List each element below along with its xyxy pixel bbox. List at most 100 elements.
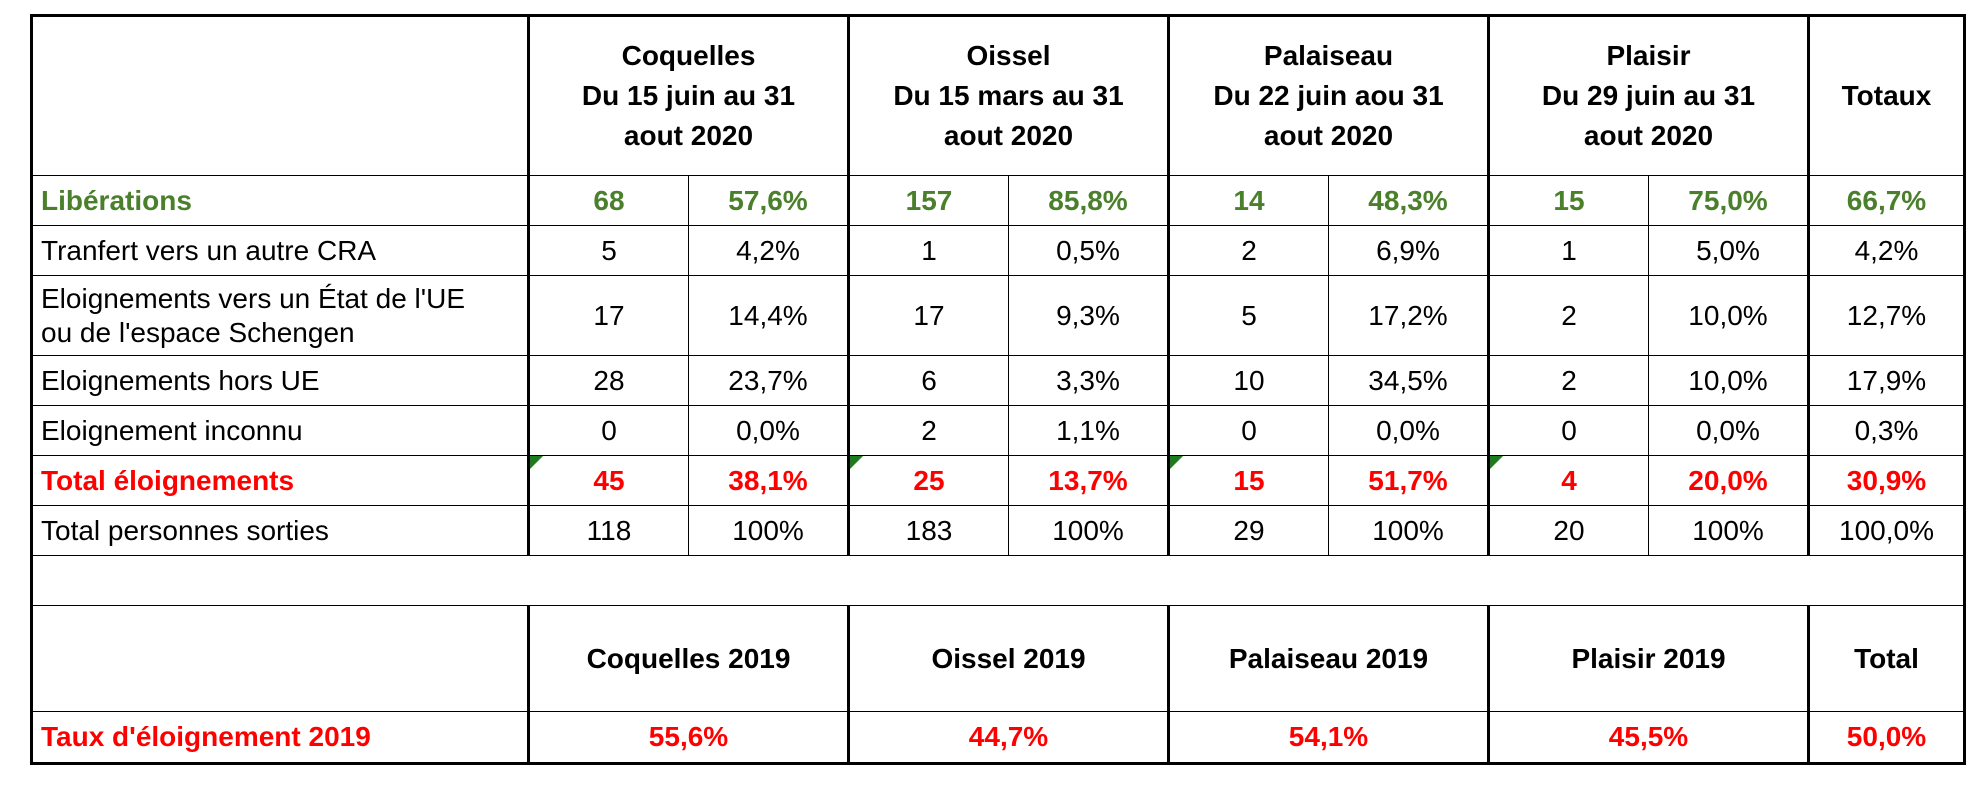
cell-percent: 100%: [688, 505, 849, 556]
row-label: Total personnes sorties: [31, 505, 529, 556]
cell-percent: 85,8%: [1008, 175, 1169, 226]
site-period: Du 15 mars au 31: [893, 80, 1124, 112]
cell-value: 28: [527, 355, 689, 406]
cell-value: 2: [1487, 275, 1649, 356]
cell-percent: 100%: [1008, 505, 1169, 556]
table-row-liberations: Libérations 68 57,6% 157 85,8% 14 48,3% …: [31, 175, 1965, 226]
cell-percent: 0,5%: [1008, 225, 1169, 276]
header-palaiseau: Palaiseau Du 22 juin aou 31 aout 2020: [1167, 15, 1489, 176]
cell-percent: 13,7%: [1008, 455, 1169, 506]
row-label-line: Eloignements vers un État de l'UE: [41, 282, 466, 314]
header-empty-cell: [31, 15, 529, 176]
cell-value: 2: [1487, 355, 1649, 406]
cell-value: 1: [847, 225, 1009, 276]
spacer-cell: [31, 555, 1965, 606]
site-period: aout 2020: [1583, 119, 1714, 151]
cell-value: 17: [847, 275, 1009, 356]
cell-value: 0: [1487, 405, 1649, 456]
table-row-eloignements-hors-ue: Eloignements hors UE 28 23,7% 6 3,3% 10 …: [31, 355, 1965, 406]
row-label: Eloignement inconnu: [31, 405, 529, 456]
cell-rate: 45,5%: [1487, 711, 1809, 764]
site-period: Du 29 juin au 31: [1541, 80, 1756, 112]
cell-value: 17: [527, 275, 689, 356]
cell-total: 17,9%: [1807, 355, 1965, 406]
row-label: Libérations: [31, 175, 529, 226]
stats-table: Coquelles Du 15 juin au 31 aout 2020 Ois…: [30, 14, 1966, 765]
header-coquelles: Coquelles Du 15 juin au 31 aout 2020: [527, 15, 849, 176]
cell-value: 2: [847, 405, 1009, 456]
cell-percent: 10,0%: [1648, 355, 1809, 406]
cell-value: 0: [527, 405, 689, 456]
cell-percent: 57,6%: [688, 175, 849, 226]
cell-value: 68: [527, 175, 689, 226]
site-period: aout 2020: [943, 119, 1074, 151]
header-total-2019: Total: [1807, 605, 1965, 712]
cell-percent: 51,7%: [1328, 455, 1489, 506]
cell-rate-total: 50,0%: [1807, 711, 1965, 764]
cell-percent: 1,1%: [1008, 405, 1169, 456]
cell-percent: 14,4%: [688, 275, 849, 356]
cell-value: 5: [527, 225, 689, 276]
site-period: aout 2020: [623, 119, 754, 151]
cell-percent: 6,9%: [1328, 225, 1489, 276]
cell-value: 157: [847, 175, 1009, 226]
cell-percent: 0,0%: [1648, 405, 1809, 456]
site-name: Palaiseau: [1263, 40, 1394, 72]
header-2019-row: Coquelles 2019 Oissel 2019 Palaiseau 201…: [31, 605, 1965, 712]
table-row-taux-2019: Taux d'éloignement 2019 55,6% 44,7% 54,1…: [31, 711, 1965, 764]
cell-percent: 48,3%: [1328, 175, 1489, 226]
cell-rate: 54,1%: [1167, 711, 1489, 764]
spacer-row: [31, 555, 1965, 606]
header-oissel-2019: Oissel 2019: [847, 605, 1169, 712]
cell-percent: 23,7%: [688, 355, 849, 406]
site-name: Plaisir: [1606, 40, 1691, 72]
header-plaisir: Plaisir Du 29 juin au 31 aout 2020: [1487, 15, 1809, 176]
cell-value: 4: [1487, 455, 1649, 506]
cell-percent: 17,2%: [1328, 275, 1489, 356]
header-coquelles-2019: Coquelles 2019: [527, 605, 849, 712]
site-period: Du 22 juin aou 31: [1213, 80, 1444, 112]
row-label-line: ou de l'espace Schengen: [41, 316, 355, 348]
cell-percent: 0,0%: [688, 405, 849, 456]
row-label: Eloignements vers un État de l'UE ou de …: [31, 275, 529, 356]
cell-value: 10: [1167, 355, 1329, 406]
site-period: Du 15 juin au 31: [581, 80, 796, 112]
cell-total: 100,0%: [1807, 505, 1965, 556]
header-empty-cell: [31, 605, 529, 712]
cell-percent: 34,5%: [1328, 355, 1489, 406]
header-totaux: Totaux: [1807, 15, 1965, 176]
table-row-transfert: Tranfert vers un autre CRA 5 4,2% 1 0,5%…: [31, 225, 1965, 276]
cell-percent: 4,2%: [688, 225, 849, 276]
cell-value: 2: [1167, 225, 1329, 276]
table-row-eloignements-ue: Eloignements vers un État de l'UE ou de …: [31, 275, 1965, 356]
cell-percent: 20,0%: [1648, 455, 1809, 506]
row-label: Tranfert vers un autre CRA: [31, 225, 529, 276]
cell-total: 12,7%: [1807, 275, 1965, 356]
cell-value: 15: [1487, 175, 1649, 226]
cell-percent: 38,1%: [688, 455, 849, 506]
table-row-total-personnes: Total personnes sorties 118 100% 183 100…: [31, 505, 1965, 556]
cell-total: 4,2%: [1807, 225, 1965, 276]
cell-value: 0: [1167, 405, 1329, 456]
row-label: Eloignements hors UE: [31, 355, 529, 406]
cell-total: 66,7%: [1807, 175, 1965, 226]
cell-value: 15: [1167, 455, 1329, 506]
cell-rate: 55,6%: [527, 711, 849, 764]
cell-percent: 3,3%: [1008, 355, 1169, 406]
cell-total: 0,3%: [1807, 405, 1965, 456]
cell-value: 25: [847, 455, 1009, 506]
row-label: Taux d'éloignement 2019: [31, 711, 529, 764]
cell-percent: 100%: [1328, 505, 1489, 556]
site-name: Oissel: [966, 40, 1051, 72]
cell-value: 6: [847, 355, 1009, 406]
site-period: aout 2020: [1263, 119, 1394, 151]
cell-value: 20: [1487, 505, 1649, 556]
header-plaisir-2019: Plaisir 2019: [1487, 605, 1809, 712]
row-label: Total éloignements: [31, 455, 529, 506]
cell-value: 29: [1167, 505, 1329, 556]
header-row: Coquelles Du 15 juin au 31 aout 2020 Ois…: [31, 15, 1965, 176]
cell-value: 118: [527, 505, 689, 556]
cell-rate: 44,7%: [847, 711, 1169, 764]
cell-total: 30,9%: [1807, 455, 1965, 506]
cell-value: 5: [1167, 275, 1329, 356]
